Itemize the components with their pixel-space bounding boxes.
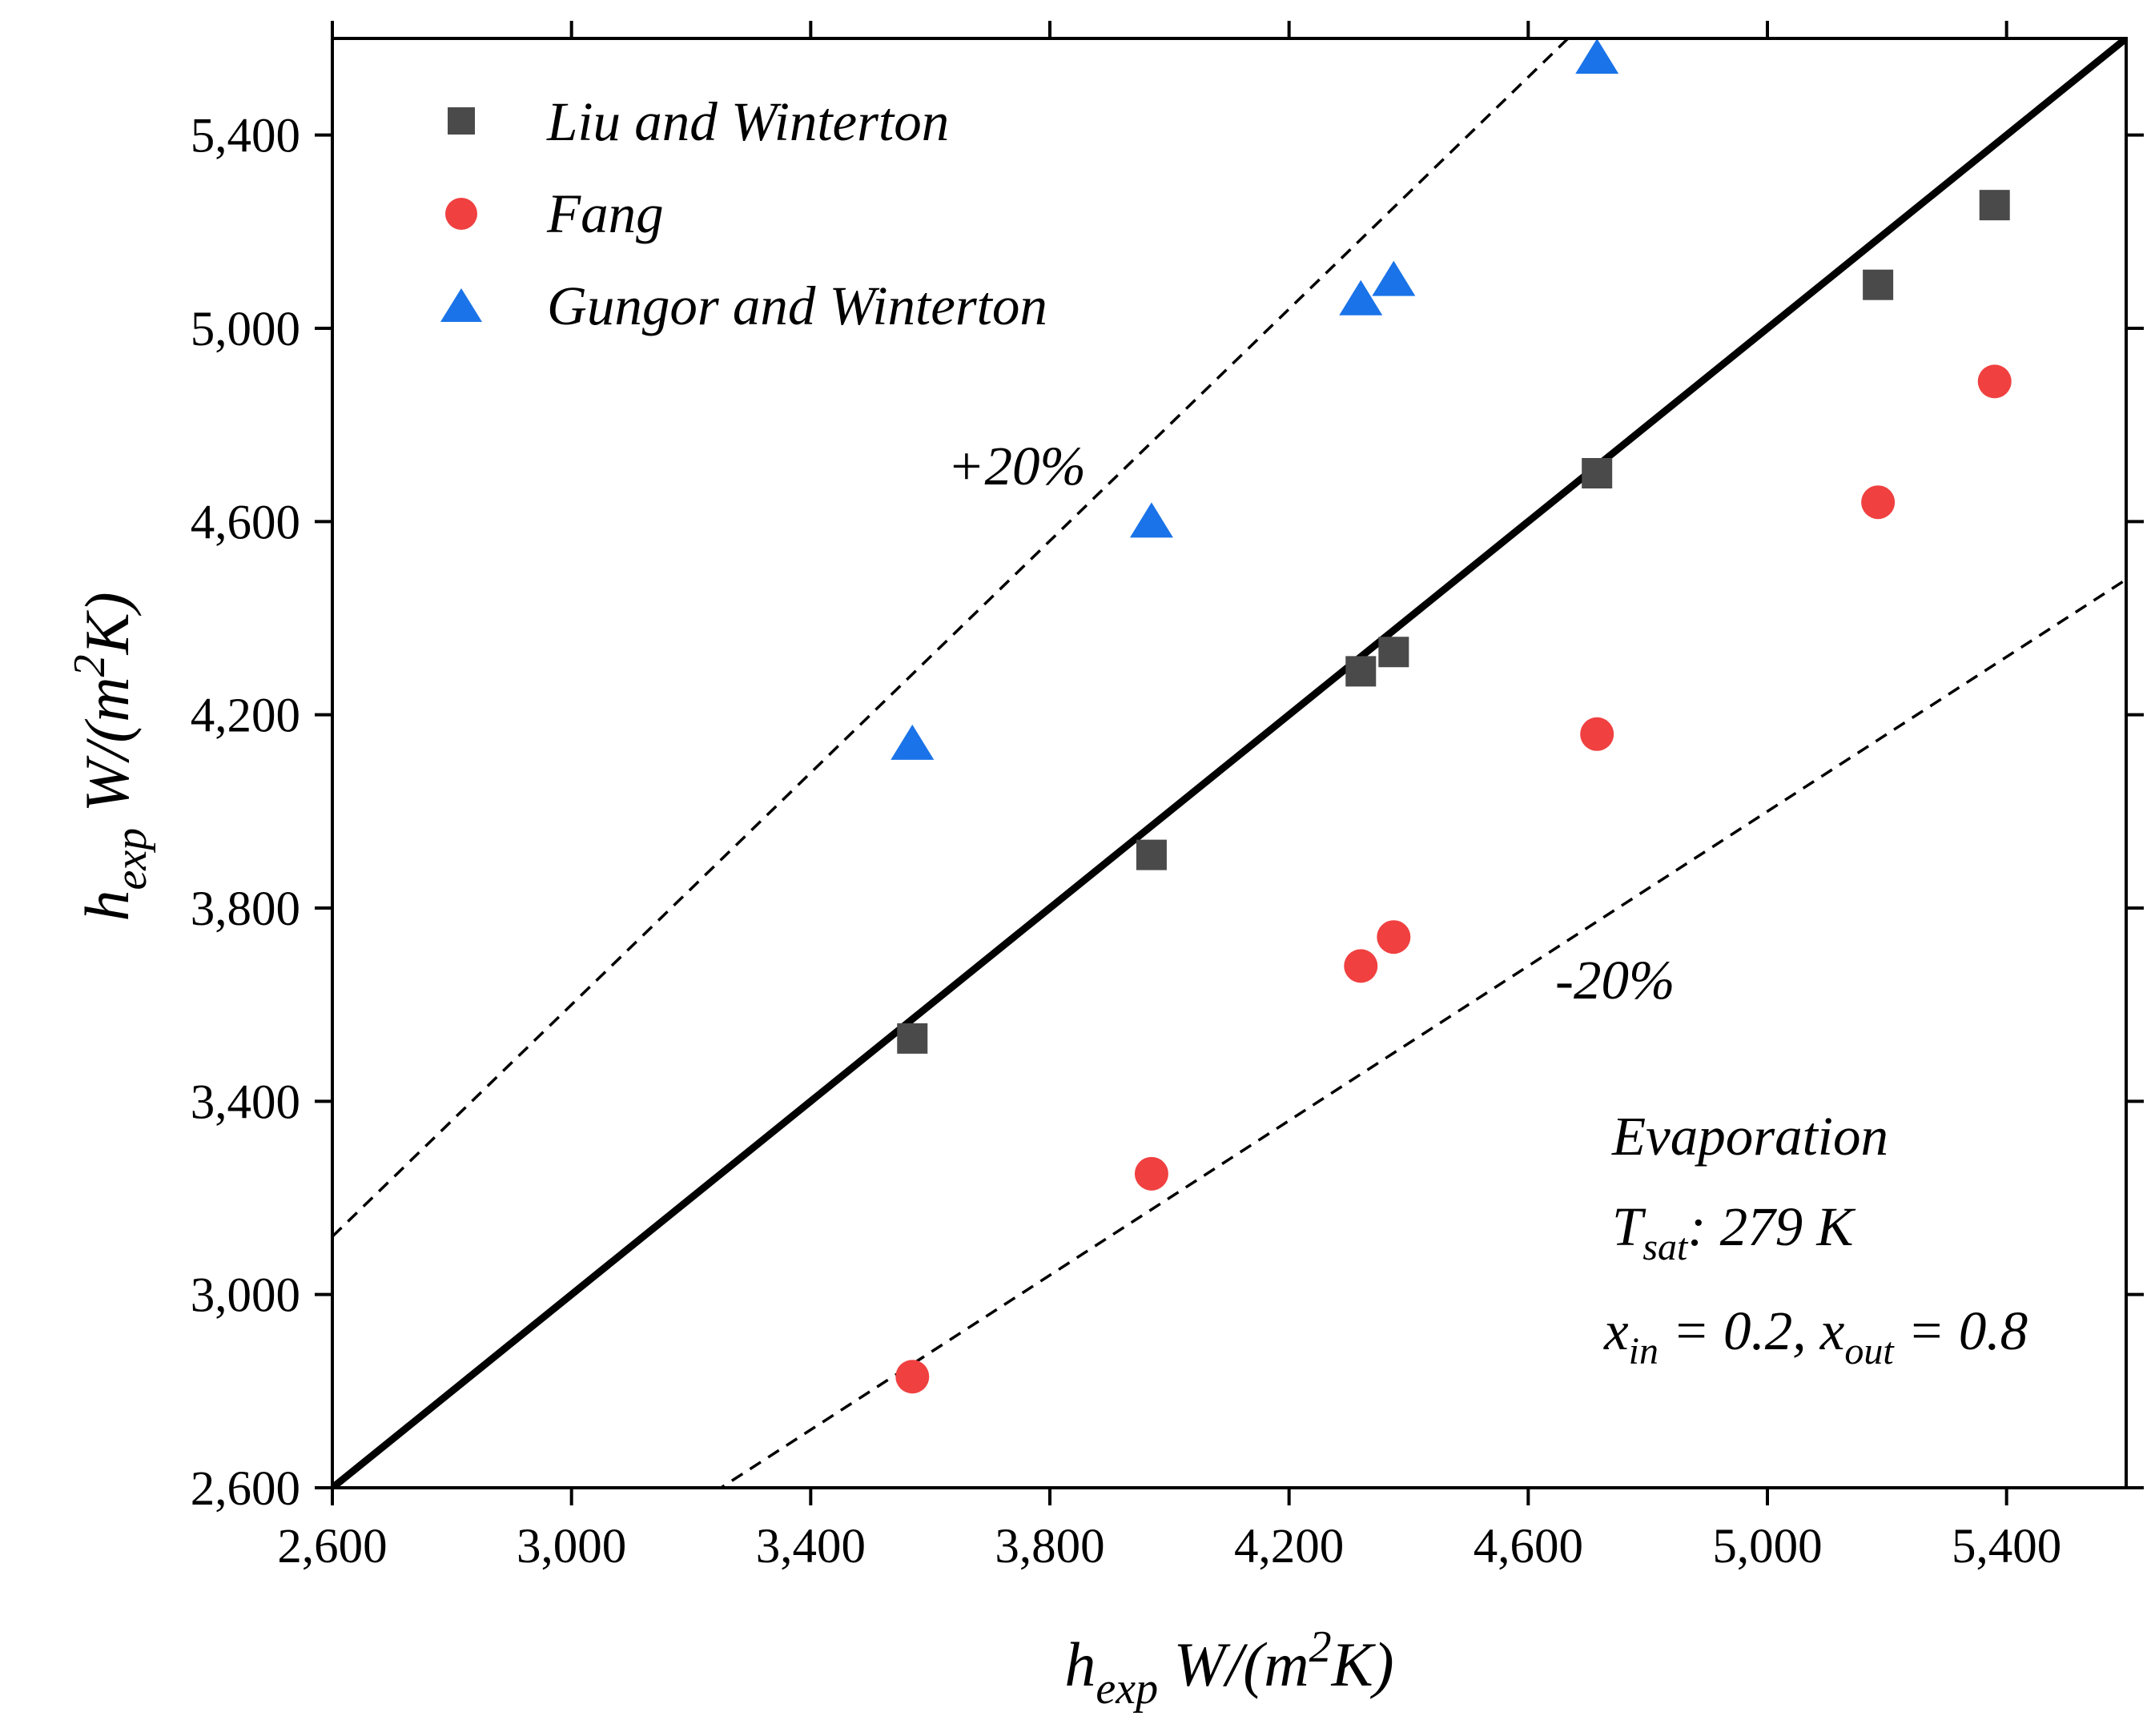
y-tick-label: 2,600 [191, 1462, 300, 1516]
plus-20-label: +20% [947, 436, 1086, 496]
y-tick-label: 4,200 [191, 689, 300, 743]
y-tick-label: 5,400 [191, 110, 300, 163]
plot-frame [331, 37, 2128, 1489]
point-fang [1977, 364, 2012, 399]
y-tick-label: 3,400 [191, 1075, 300, 1129]
point-fang [1344, 949, 1378, 983]
annotation-quality: xin = 0.2, xout = 0.8 [1603, 1300, 2028, 1372]
x-tick-label: 5,400 [1952, 1520, 2061, 1573]
point-liu-and-winterton [1979, 190, 2010, 221]
x-tick-label: 5,000 [1712, 1520, 1822, 1573]
point-liu-and-winterton [897, 1023, 928, 1054]
point-liu-and-winterton [1136, 839, 1167, 870]
y-tick-label: 4,600 [191, 496, 300, 549]
y-tick-label: 3,800 [191, 882, 300, 936]
annotation-tsat-main: T [1612, 1196, 1646, 1257]
point-fang [895, 1360, 930, 1394]
x-axis-title: hexp W/(m2K) [1064, 1622, 1393, 1714]
point-liu-and-winterton [1345, 656, 1377, 687]
x-tick-label: 4,200 [1234, 1520, 1344, 1573]
legend-label-liu: Liu and Winterton [546, 91, 949, 152]
x-axis-title-sub: exp [1096, 1664, 1158, 1714]
minus-20-label: -20% [1555, 950, 1675, 1011]
axis-ticks: 2,600 3,000 3,400 3,800 4,200 4,600 5,000 5,400… [191, 21, 2144, 1573]
x-axis-title-end: K) [1331, 1630, 1394, 1699]
point-gungor-and-winterton [1339, 279, 1383, 315]
reference-lines [332, 38, 2126, 1488]
point-gungor-and-winterton [1129, 502, 1173, 538]
x-tick-label: 3,400 [756, 1520, 866, 1573]
data-points [891, 38, 2012, 1394]
legend: Liu and Winterton Fang Gungor and Winter… [440, 91, 1047, 336]
annotation-tsat: Tsat: 279 K [1612, 1196, 1855, 1268]
x-axis-title-main: h [1064, 1630, 1096, 1699]
x-tick-label: 3,000 [517, 1520, 626, 1573]
x-axis-title-sup: 2 [1309, 1622, 1332, 1672]
y-axis-title-sup: 2 [65, 654, 115, 677]
y-tick-label: 5,000 [191, 303, 300, 356]
reference-line-plus-20 [332, 38, 1570, 1238]
y-axis-title-unit: W/(m [72, 677, 142, 827]
point-fang [1580, 717, 1614, 751]
y-axis-title-sub: exp [107, 828, 156, 890]
annotation-tsat-sub: sat [1642, 1226, 1689, 1268]
annotation-xin: x [1603, 1300, 1629, 1361]
legend-label-fang: Fang [546, 183, 664, 244]
point-fang [1861, 485, 1896, 520]
annotation-xout-sub: out [1844, 1330, 1895, 1372]
reference-line-parity [332, 38, 2126, 1488]
point-gungor-and-winterton [1372, 260, 1416, 296]
y-tick-label: 3,000 [191, 1269, 300, 1323]
y-axis-title: hexp W/(m2K) [65, 592, 156, 921]
annotation-evaporation: Evaporation [1611, 1106, 1888, 1167]
reference-line-minus-20 [718, 578, 2126, 1488]
y-axis-title-end: K) [72, 592, 142, 655]
annotation-xout: = 0.2, x [1658, 1300, 1845, 1361]
point-liu-and-winterton [1582, 458, 1613, 488]
point-gungor-and-winterton [891, 724, 935, 760]
point-liu-and-winterton [1378, 637, 1409, 668]
legend-label-gungor: Gungor and Winterton [547, 275, 1047, 336]
annotation-tsat-rest: : 279 K [1687, 1196, 1855, 1257]
legend-marker-triangle [440, 288, 482, 322]
condition-annotation: Evaporation Tsat: 279 K xin = 0.2, xout … [1603, 1106, 2028, 1372]
y-axis-title-main: h [72, 890, 142, 922]
x-tick-label: 3,800 [995, 1520, 1104, 1573]
point-gungor-and-winterton [1575, 38, 1619, 74]
annotation-xin-sub: in [1629, 1330, 1658, 1372]
annotation-xout-value: = 0.8 [1894, 1300, 2028, 1361]
x-axis-title-unit: W/(m [1158, 1630, 1309, 1699]
point-liu-and-winterton [1863, 269, 1894, 300]
x-tick-label: 2,600 [277, 1520, 387, 1573]
x-tick-label: 4,600 [1474, 1520, 1583, 1573]
point-fang [1377, 920, 1411, 954]
point-fang [1134, 1156, 1168, 1191]
legend-marker-square [448, 107, 475, 135]
legend-marker-circle [445, 198, 477, 230]
